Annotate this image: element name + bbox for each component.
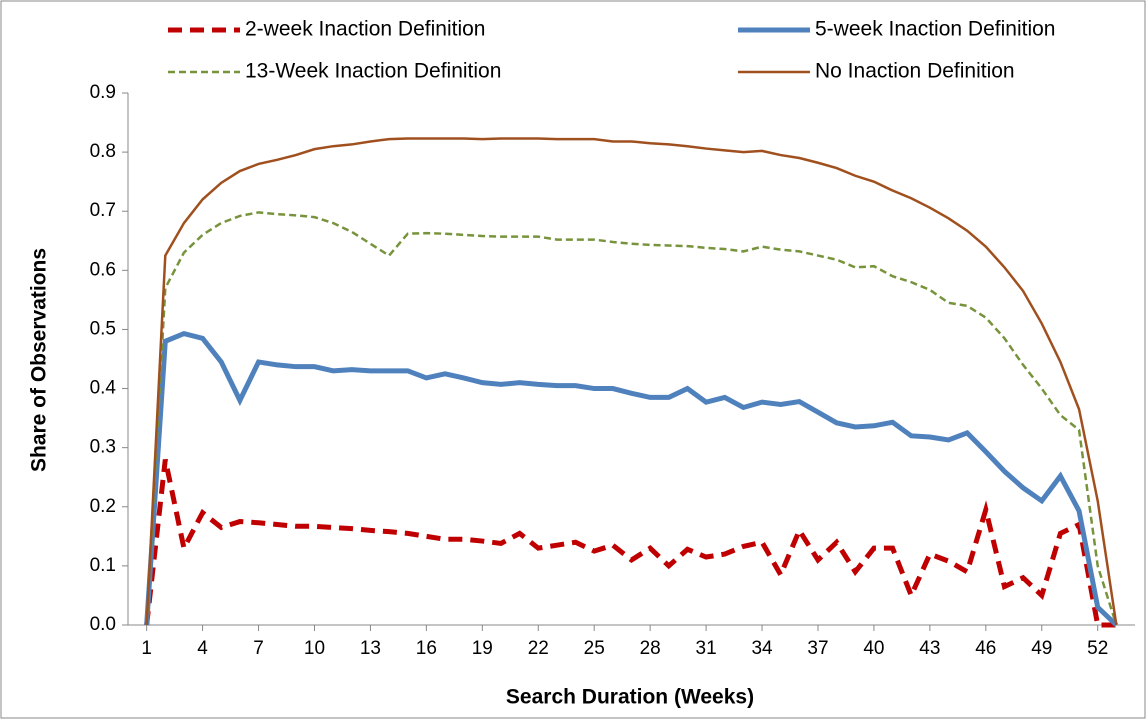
x-tick-label: 49 xyxy=(1031,638,1052,659)
y-axis-title: Share of Observations xyxy=(28,248,51,472)
x-tick-label: 1 xyxy=(141,638,152,659)
series-line xyxy=(145,211,1118,626)
legend-label: No Inaction Definition xyxy=(815,60,1015,83)
x-axis-title: Search Duration (Weeks) xyxy=(506,686,754,709)
y-tick-label: 0.1 xyxy=(90,555,116,576)
x-tick-label: 52 xyxy=(1087,638,1108,659)
y-tick-label: 0.6 xyxy=(90,259,116,280)
x-tick-label: 46 xyxy=(975,638,996,659)
x-tick-label: 16 xyxy=(416,638,437,659)
y-tick-label: 0.7 xyxy=(90,200,116,221)
y-tick-label: 0.3 xyxy=(90,437,116,458)
x-tick-label: 40 xyxy=(863,638,884,659)
series-line xyxy=(144,458,1117,628)
legend-label: 2-week Inaction Definition xyxy=(245,18,485,41)
x-tick-label: 34 xyxy=(751,638,773,659)
x-tick-label: 43 xyxy=(919,638,940,659)
x-tick-label: 28 xyxy=(640,638,661,659)
x-tick-label: 31 xyxy=(696,638,717,659)
y-tick-label: 0.5 xyxy=(90,318,116,339)
x-tick-label: 19 xyxy=(472,638,493,659)
x-tick-label: 22 xyxy=(528,638,549,659)
y-tick-label: 0.2 xyxy=(90,496,116,517)
y-tick-label: 0.4 xyxy=(90,378,117,399)
x-tick-label: 37 xyxy=(807,638,828,659)
series-line xyxy=(145,137,1118,626)
x-tick-label: 7 xyxy=(253,638,264,659)
x-tick-label: 10 xyxy=(304,638,325,659)
legend-label: 13-Week Inaction Definition xyxy=(245,60,501,83)
x-tick-label: 4 xyxy=(197,638,208,659)
y-tick-label: 0.0 xyxy=(90,614,116,635)
legend-label: 5-week Inaction Definition xyxy=(815,18,1055,41)
x-tick-label: 13 xyxy=(360,638,381,659)
y-tick-label: 0.9 xyxy=(90,82,116,103)
y-tick-label: 0.8 xyxy=(90,141,116,162)
series-line xyxy=(144,330,1119,627)
x-tick-label: 25 xyxy=(584,638,605,659)
